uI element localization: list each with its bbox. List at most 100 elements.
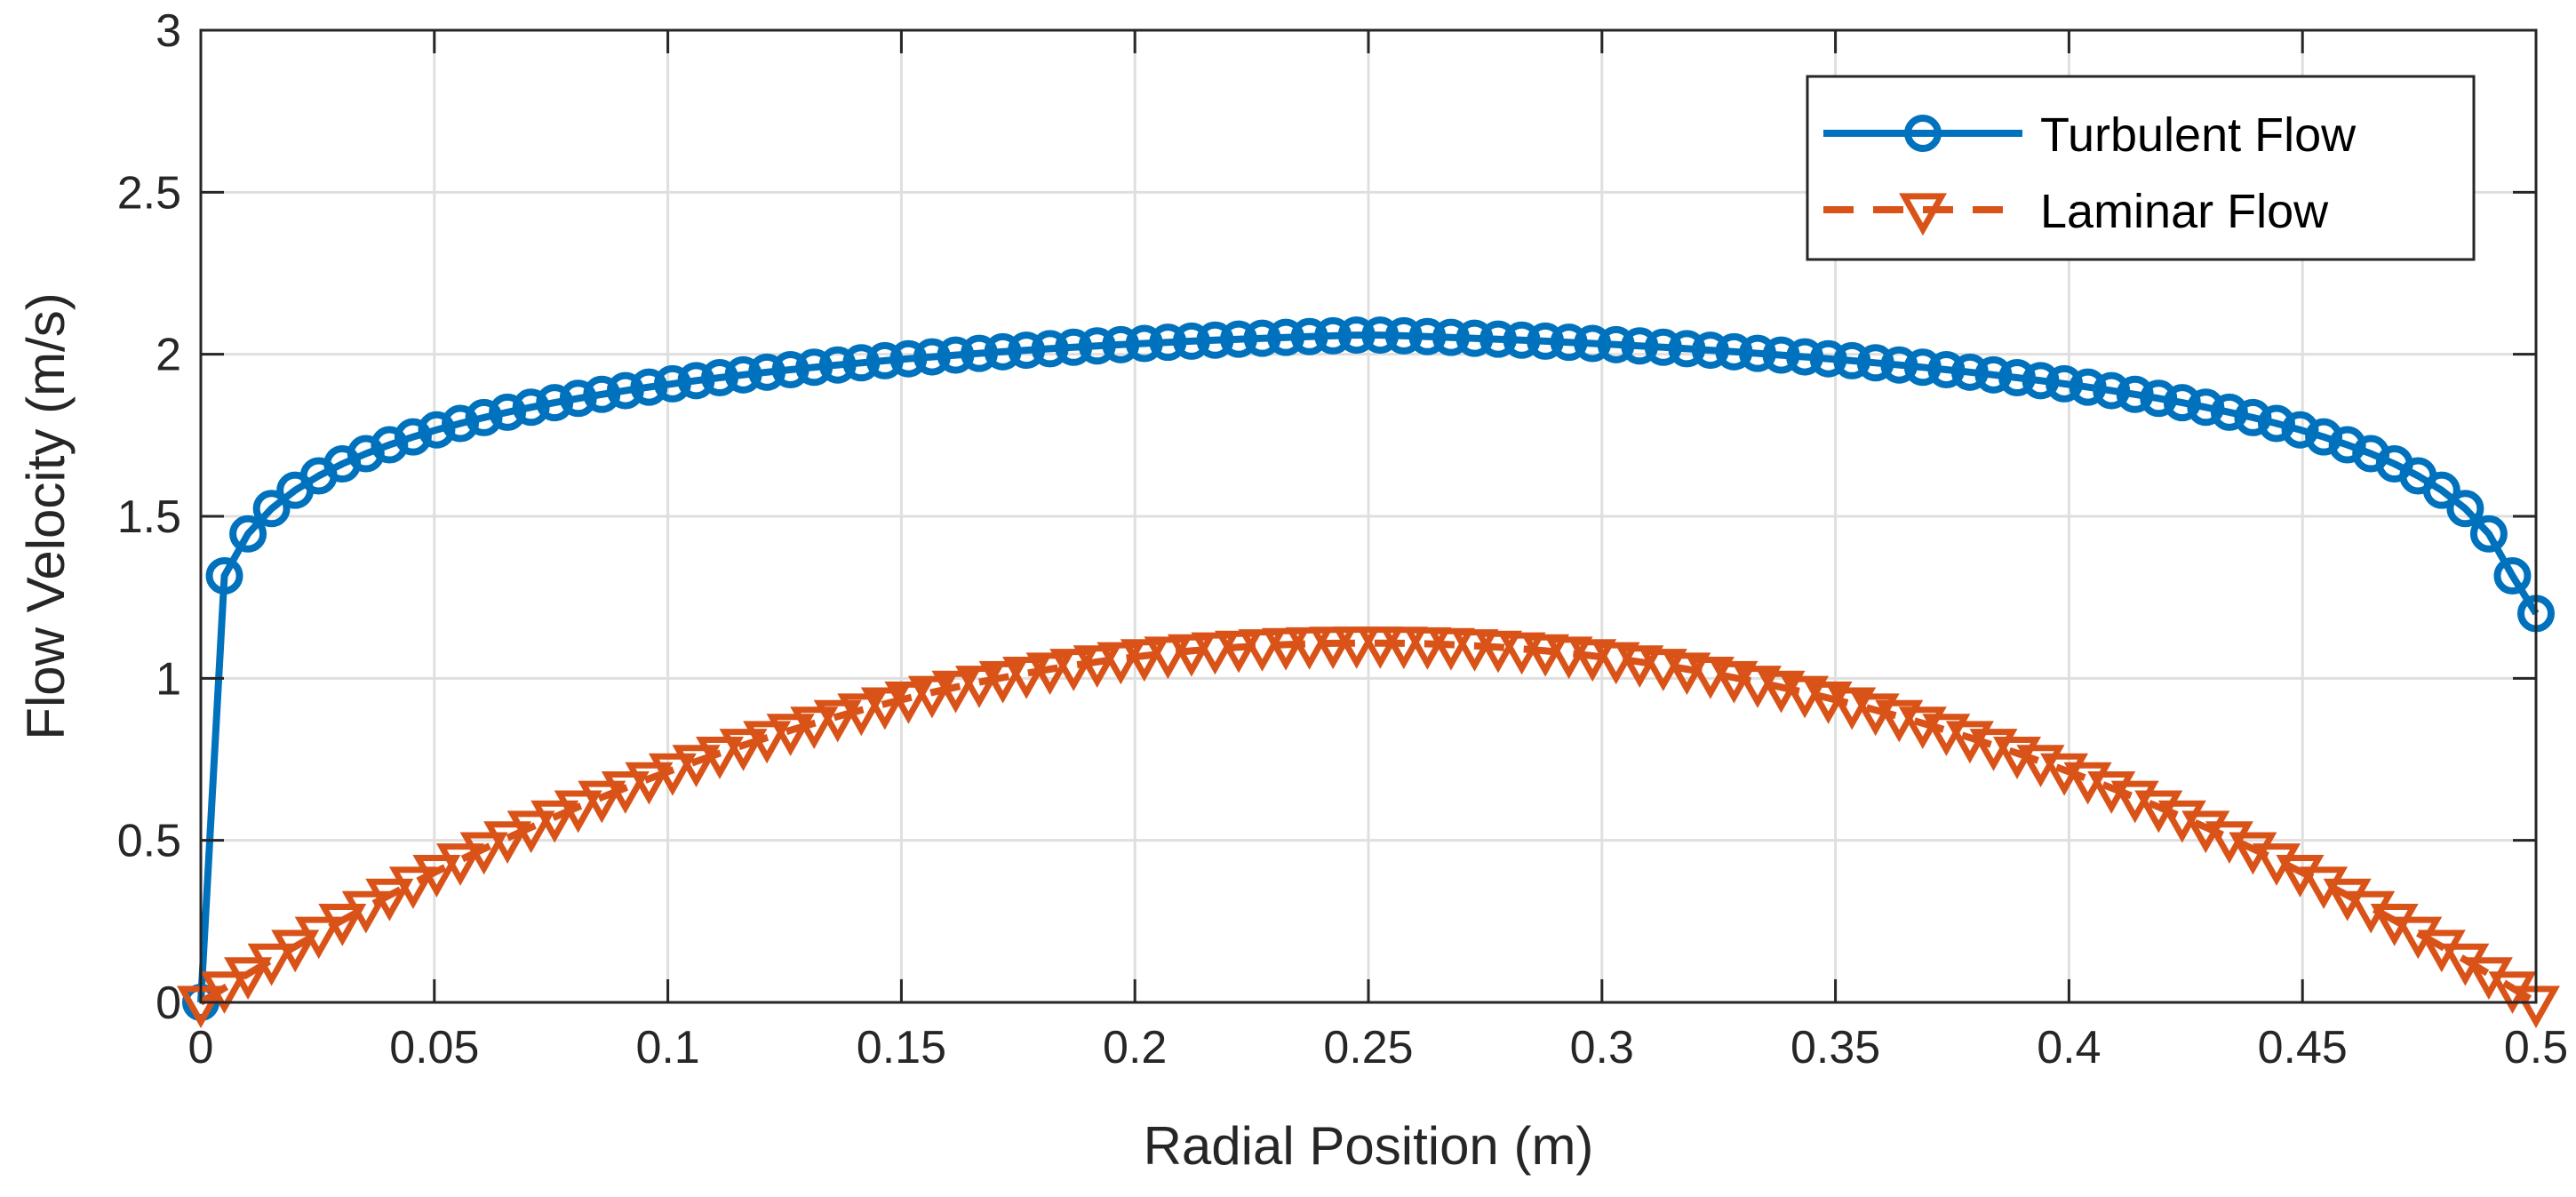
- x-tick-label: 0.45: [2258, 1022, 2348, 1073]
- data-point-turbulent-flow: [394, 418, 432, 456]
- y-axis-label: Flow Velocity (m/s): [16, 292, 76, 739]
- data-point-turbulent-flow: [1715, 332, 1753, 371]
- data-point-turbulent-flow: [1527, 322, 1565, 360]
- data-point-turbulent-flow: [559, 379, 597, 418]
- legend-symbols: [1823, 115, 2022, 236]
- data-point-turbulent-flow: [1503, 321, 1541, 359]
- axis-ticks: 0 0.05 0.1 0.15 0.2 0.25 0.3 0.35 0.4 0.45 0.5 0 0.5…: [117, 5, 2568, 1073]
- legend-label-turbulent: Turbulent Flow: [2040, 108, 2357, 162]
- data-point-turbulent-flow: [2257, 404, 2295, 443]
- data-point-turbulent-flow: [1574, 324, 1612, 363]
- data-point-turbulent-flow: [2422, 471, 2460, 509]
- data-point-laminar-flow: [1097, 642, 1145, 685]
- data-point-turbulent-flow: [1125, 324, 1163, 363]
- data-point-turbulent-flow: [1267, 318, 1305, 356]
- data-point-laminar-flow: [530, 800, 579, 843]
- grid-lines: [201, 30, 2536, 1002]
- data-point-laminar-flow: [978, 660, 1027, 704]
- data-point-turbulent-flow: [937, 336, 975, 374]
- data-point-turbulent-flow: [1361, 316, 1400, 355]
- series-laminar-flow: [176, 626, 2561, 1029]
- data-point-laminar-flow: [1167, 634, 1216, 677]
- y-tick-label: 2: [156, 330, 181, 381]
- data-point-turbulent-flow: [1078, 327, 1116, 365]
- data-point-laminar-flow: [436, 843, 484, 886]
- data-point-turbulent-flow: [677, 362, 715, 400]
- data-point-laminar-flow: [625, 762, 674, 805]
- data-point-laminar-flow: [1002, 657, 1051, 699]
- data-point-turbulent-flow: [2069, 368, 2107, 406]
- data-point-laminar-flow: [1450, 629, 1499, 672]
- data-point-laminar-flow: [1285, 626, 1334, 670]
- data-point-turbulent-flow: [536, 384, 574, 422]
- data-point-turbulent-flow: [1149, 323, 1187, 362]
- x-tick-label: 0.3: [1570, 1022, 1634, 1073]
- data-point-turbulent-flow: [1738, 334, 1776, 372]
- data-point-turbulent-flow: [1408, 317, 1447, 355]
- data-point-laminar-flow: [1473, 630, 1523, 674]
- data-point-turbulent-flow: [2469, 515, 2508, 553]
- legend-marker-turbulent-flow: [1904, 115, 1942, 152]
- data-point-turbulent-flow: [1786, 338, 1824, 376]
- data-point-laminar-flow: [790, 706, 839, 750]
- data-point-laminar-flow: [459, 832, 508, 875]
- data-point-laminar-flow: [884, 681, 933, 724]
- data-point-laminar-flow: [766, 714, 815, 756]
- data-point-laminar-flow: [837, 693, 886, 737]
- x-tick-label: 0.15: [857, 1022, 946, 1073]
- data-point-turbulent-flow: [1384, 316, 1423, 355]
- data-point-turbulent-flow: [771, 350, 809, 388]
- data-point-turbulent-flow: [1762, 336, 1800, 374]
- data-point-laminar-flow: [271, 930, 320, 973]
- data-point-laminar-flow: [813, 699, 862, 743]
- legend: Turbulent Flow Laminar Flow: [1806, 75, 2476, 261]
- data-point-turbulent-flow: [2022, 362, 2060, 400]
- data-point-turbulent-flow: [2140, 379, 2178, 418]
- data-point-turbulent-flow: [1833, 341, 1871, 379]
- data-series: [176, 316, 2561, 1029]
- data-point-turbulent-flow: [1597, 325, 1635, 363]
- data-point-laminar-flow: [224, 957, 273, 1001]
- data-point-turbulent-flow: [1055, 328, 1093, 366]
- data-point-turbulent-flow: [205, 556, 243, 595]
- data-point-turbulent-flow: [2163, 384, 2201, 422]
- data-point-laminar-flow: [648, 753, 697, 796]
- data-point-laminar-flow: [247, 943, 296, 986]
- data-point-turbulent-flow: [2493, 556, 2532, 595]
- legend-marker-laminar-flow: [1899, 193, 1947, 236]
- data-point-turbulent-flow: [724, 355, 762, 394]
- data-point-turbulent-flow: [1290, 317, 1328, 355]
- data-point-laminar-flow: [1497, 632, 1546, 675]
- data-point-turbulent-flow: [1950, 353, 1989, 391]
- data-point-laminar-flow: [907, 675, 956, 719]
- data-point-laminar-flow: [1262, 627, 1311, 671]
- data-point-turbulent-flow: [1337, 316, 1376, 355]
- data-point-turbulent-flow: [1243, 319, 1281, 357]
- data-point-turbulent-flow: [583, 375, 621, 413]
- data-point-turbulent-flow: [1998, 358, 2037, 396]
- data-point-laminar-flow: [696, 737, 744, 779]
- data-point-turbulent-flow: [2234, 398, 2272, 436]
- data-point-turbulent-flow: [984, 332, 1022, 371]
- y-tick-label: 0.5: [117, 816, 181, 867]
- data-point-turbulent-flow: [2281, 411, 2319, 449]
- data-point-turbulent-flow: [1927, 350, 1966, 388]
- data-point-turbulent-flow: [700, 358, 738, 396]
- data-point-turbulent-flow: [1974, 355, 2013, 394]
- data-point-turbulent-flow: [1809, 339, 1847, 378]
- data-point-turbulent-flow: [2093, 371, 2131, 410]
- data-point-turbulent-flow: [1008, 331, 1046, 370]
- y-tick-label: 0: [156, 978, 181, 1029]
- data-point-laminar-flow: [1214, 630, 1264, 674]
- data-point-laminar-flow: [1238, 629, 1287, 672]
- data-point-laminar-flow: [1309, 626, 1358, 670]
- data-point-laminar-flow: [1073, 645, 1121, 689]
- data-point-turbulent-flow: [865, 341, 904, 379]
- y-tick-label: 1.5: [117, 491, 181, 543]
- x-tick-label: 0.4: [2037, 1022, 2101, 1073]
- data-point-turbulent-flow: [889, 339, 928, 378]
- data-point-turbulent-flow: [512, 388, 550, 427]
- data-point-laminar-flow: [719, 729, 768, 771]
- data-point-turbulent-flow: [1455, 319, 1494, 357]
- data-point-laminar-flow: [1144, 636, 1192, 680]
